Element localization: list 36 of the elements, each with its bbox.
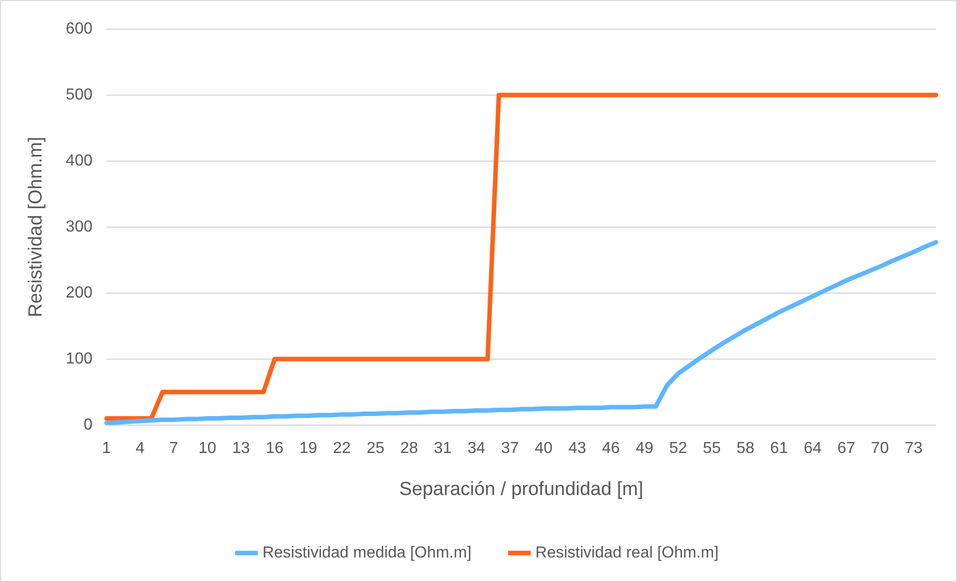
x-tick-label: 61 [770, 440, 788, 458]
legend-label: Resistividad medida [Ohm.m] [262, 544, 472, 562]
x-tick-label: 31 [434, 440, 452, 458]
y-tick-label: 500 [66, 86, 93, 104]
legend-label: Resistividad real [Ohm.m] [535, 544, 719, 562]
x-tick-label: 46 [602, 440, 620, 458]
y-tick-label: 400 [66, 152, 93, 170]
x-tick-label: 67 [837, 440, 856, 458]
x-axis-title: Separación / profundidad [m] [399, 478, 644, 500]
x-tick-label: 37 [501, 440, 520, 458]
x-tick-label: 55 [702, 440, 721, 458]
y-tick-label: 200 [66, 284, 93, 302]
x-tick-label: 70 [871, 440, 889, 458]
x-tick-label: 1 [102, 440, 112, 458]
x-tick-label: 64 [804, 440, 822, 458]
y-axis-title: Resistividad [Ohm.m] [26, 136, 47, 318]
y-tick-label: 300 [66, 218, 93, 236]
x-tick-label: 19 [299, 440, 318, 458]
x-tick-label: 58 [736, 440, 754, 458]
x-tick-label: 28 [400, 440, 418, 458]
x-tick-label: 43 [568, 440, 586, 458]
x-tick-label: 40 [534, 440, 553, 458]
x-tick-label: 7 [169, 440, 178, 458]
x-tick-label: 4 [136, 440, 145, 458]
y-tick-label: 0 [84, 416, 93, 434]
x-tick-label: 25 [366, 440, 385, 458]
x-tick-label: 13 [232, 440, 250, 458]
x-tick-label: 34 [468, 440, 486, 458]
y-tick-label: 600 [66, 20, 93, 38]
x-tick-label: 73 [904, 440, 923, 458]
x-tick-label: 52 [669, 440, 688, 458]
x-tick-label: 22 [332, 440, 351, 458]
x-tick-label: 10 [198, 440, 216, 458]
x-tick-label: 16 [266, 440, 284, 458]
y-tick-label: 100 [66, 350, 93, 368]
x-tick-label: 49 [636, 440, 654, 458]
